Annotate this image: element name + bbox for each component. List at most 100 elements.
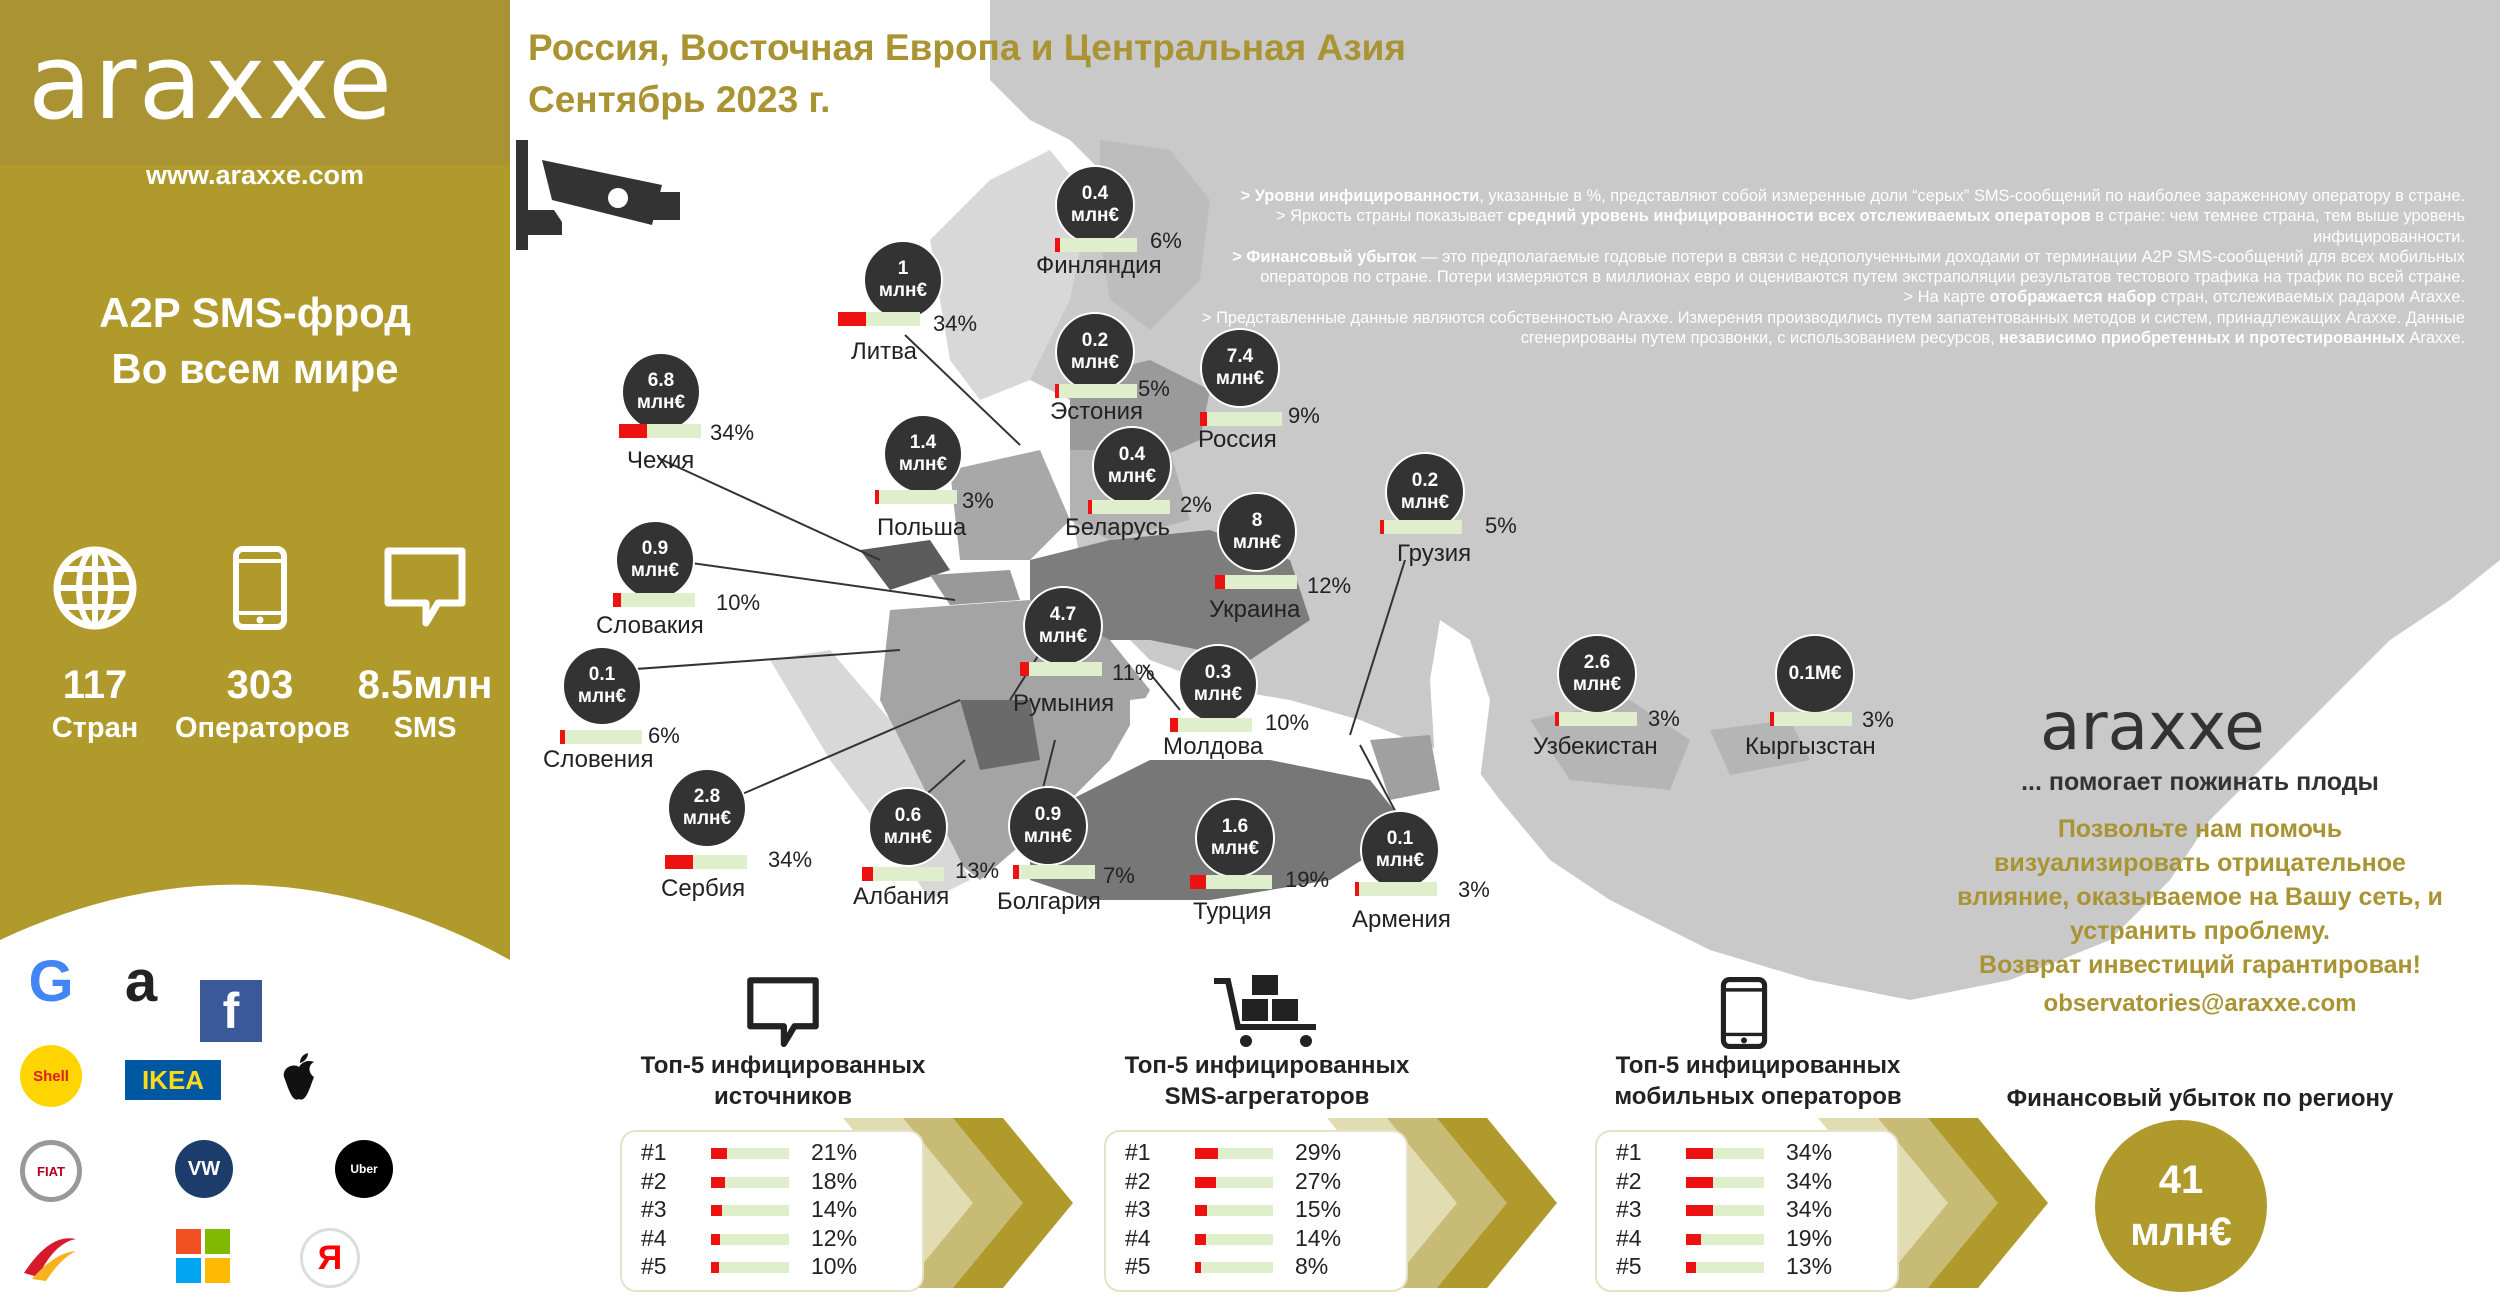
infection-bar-fill xyxy=(1190,875,1206,889)
page-title-line2: Сентябрь 2023 г. xyxy=(528,79,831,120)
loss-unit: млн€ xyxy=(898,454,948,475)
loss-unit: млн€ xyxy=(1023,826,1073,847)
infection-bar-fill xyxy=(1555,712,1559,726)
loss-value: 0.4 xyxy=(1081,183,1109,204)
note-4: стран, отслеживаемых радаром Araxxe. xyxy=(2156,288,2465,307)
sidebar-title: A2P SMS-фрод Во всем мире xyxy=(0,285,510,397)
infection-bar xyxy=(875,490,957,504)
infection-bar-fill xyxy=(619,424,647,438)
loss-bubble: 0.9 млн€ xyxy=(1008,786,1088,866)
cart-icon xyxy=(1212,975,1322,1056)
stat-label: Операторов xyxy=(175,712,350,744)
loss-unit: млн€ xyxy=(1210,838,1260,859)
rank-bar-fill xyxy=(711,1205,722,1216)
note-2-bold: средний уровень инфицированности всех от… xyxy=(1507,207,2091,226)
promo-line: устранить проблему. xyxy=(2069,917,2331,945)
loss-value: 0.1 xyxy=(1386,828,1414,849)
rank-pct: 12% xyxy=(811,1224,858,1251)
sidebar-wave xyxy=(0,884,510,1310)
contact-email[interactable]: observatories@araxxe.com xyxy=(2043,990,2357,1017)
infection-bar xyxy=(1555,712,1637,726)
rank-bar-fill xyxy=(1686,1148,1713,1159)
rank-bar xyxy=(1686,1205,1764,1216)
infection-bar-fill xyxy=(1055,384,1059,398)
infection-bar-fill xyxy=(1170,718,1178,732)
infection-bar xyxy=(1055,384,1137,398)
rank-bar xyxy=(711,1205,789,1216)
loss-bubble: 4.7 млн€ xyxy=(1023,586,1103,666)
rank-label: #3 xyxy=(1616,1196,1642,1222)
rank-pct: 14% xyxy=(811,1196,858,1222)
infection-pct: 10% xyxy=(1265,710,1310,735)
rank-bar xyxy=(1195,1205,1273,1216)
country-name: Грузия xyxy=(1397,540,1472,567)
rank-bar-fill xyxy=(711,1262,719,1273)
rank-bar xyxy=(711,1262,789,1273)
promo-line: визуализировать отрицательное xyxy=(1994,849,2406,877)
apple-logo xyxy=(268,1050,330,1112)
map-land-poland xyxy=(950,450,1070,560)
rank-bar xyxy=(1686,1233,1764,1245)
rank-bar xyxy=(711,1148,789,1159)
loss-value: 0.1М€ xyxy=(1788,663,1842,684)
rank-label: #4 xyxy=(1125,1224,1151,1251)
country-name: Чехия xyxy=(627,447,695,474)
promo-line: Возврат инвестиций гарантирован! xyxy=(1979,951,2421,979)
infection-pct: 34% xyxy=(768,847,813,872)
stat-value: 8.5млн xyxy=(357,663,493,707)
rank-label: #2 xyxy=(641,1167,667,1194)
fiat-logo: FIAT xyxy=(20,1140,82,1202)
infection-bar-fill xyxy=(875,490,879,504)
rank-bar-fill xyxy=(1195,1148,1218,1159)
rank-label: #1 xyxy=(1616,1139,1642,1165)
country-name: Беларусь xyxy=(1065,514,1170,541)
stat-countries: 117 Стран xyxy=(10,545,180,745)
rank-pct: 34% xyxy=(1786,1196,1833,1222)
loss-value: 0.2 xyxy=(1411,470,1439,491)
infection-bar xyxy=(1380,520,1462,534)
rank-bar-fill xyxy=(711,1176,725,1188)
infection-bar-fill xyxy=(1020,662,1029,676)
infection-bar xyxy=(560,730,642,744)
infection-pct: 34% xyxy=(933,311,978,336)
loss-value: 0.9 xyxy=(1034,804,1062,825)
loss-bubble: 0.1 млн€ xyxy=(1360,810,1440,890)
infection-bar xyxy=(1170,718,1252,732)
loss-bubble: 8 млн€ xyxy=(1217,492,1297,572)
loss-value: 0.6 xyxy=(894,805,922,826)
map-land-kyrgyzstan xyxy=(1710,720,1810,775)
infection-bar-fill xyxy=(1055,238,1060,252)
sidebar: araxxe www.araxxe.com A2P SMS-фрод Во вс… xyxy=(0,0,510,1310)
infection-bar-fill xyxy=(1355,882,1359,896)
infection-bar xyxy=(613,593,695,607)
rank-bar xyxy=(1195,1176,1273,1188)
infection-bar-fill xyxy=(1088,500,1092,514)
note-5: > Представленные данные являются собстве… xyxy=(1201,308,2465,348)
rank-bar-fill xyxy=(1195,1262,1201,1273)
loss-bubble: 0.2 млн€ xyxy=(1055,312,1135,392)
panel-title-line2: SMS-агрегаторов xyxy=(1164,1083,1370,1110)
loss-bubble: 0.9 млн€ xyxy=(615,520,695,600)
loss-value: 2.6 xyxy=(1583,652,1611,673)
country-name: Румыния xyxy=(1013,690,1115,717)
infection-bar-fill xyxy=(1215,575,1225,589)
loss-unit: млн€ xyxy=(1107,466,1157,487)
note-2a: > Яркость страны показывает xyxy=(1275,207,1508,226)
rank-bar-fill xyxy=(1686,1176,1713,1188)
note-1: , указанные в %, представляют собой изме… xyxy=(1479,187,2465,205)
yandex-logo: Я xyxy=(300,1228,360,1288)
promo-text: Позвольте нам помочь визуализировать отр… xyxy=(1880,812,2500,982)
map-land-serbia xyxy=(960,700,1040,770)
infection-pct: 19% xyxy=(1285,867,1330,892)
rank-bar-fill xyxy=(1195,1205,1207,1216)
rank-pct: 34% xyxy=(1786,1139,1833,1165)
stat-label: SMS xyxy=(393,712,457,744)
map-land-russia xyxy=(990,0,2500,1000)
country-name: Узбекистан xyxy=(1533,733,1658,760)
facebook-logo: f xyxy=(200,980,262,1042)
stat-value: 117 xyxy=(62,663,128,707)
country-name: Эстония xyxy=(1050,398,1143,425)
rank-label: #5 xyxy=(1125,1253,1151,1279)
loss-bubble: 0.1М€ xyxy=(1775,634,1855,714)
website-link[interactable]: www.araxxe.com xyxy=(145,160,365,190)
